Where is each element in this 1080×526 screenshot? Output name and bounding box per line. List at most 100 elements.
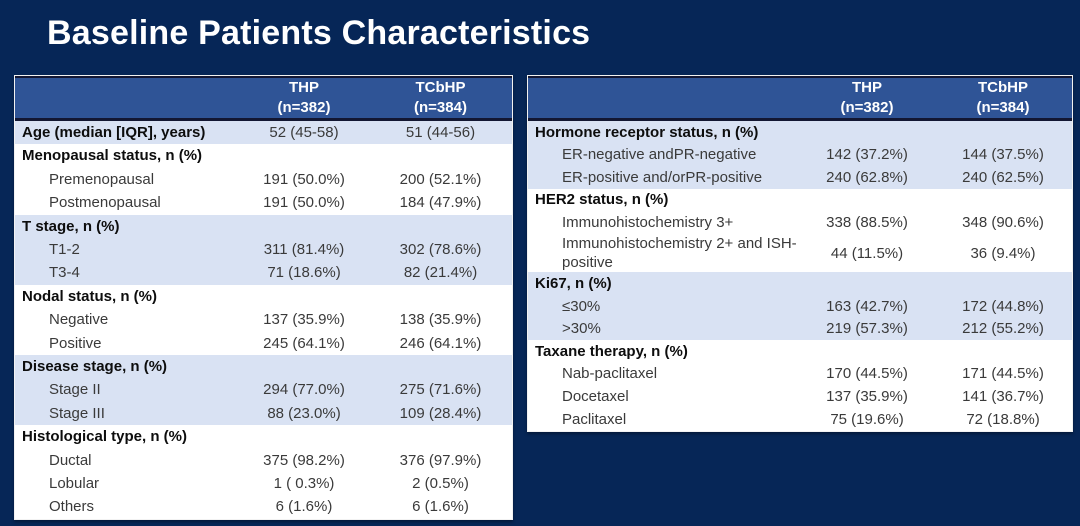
thp-value: [239, 355, 369, 378]
row-category-label: Histological type, n (%): [22, 428, 188, 446]
row-category-label: Age (median [IQR], years): [22, 124, 206, 142]
tcbhp-value: 184 (47.9%): [399, 194, 482, 212]
tcbhp-value: 36 (9.4%): [970, 244, 1036, 262]
tcbhp-value: 51 (44-56): [405, 124, 476, 142]
thp-value: [800, 189, 934, 212]
thp-value: 338 (88.5%): [826, 214, 908, 232]
thp-value: [239, 285, 369, 308]
thp-value: 294 (77.0%): [263, 381, 345, 399]
row-item-label: Nab-paclitaxel: [562, 365, 658, 383]
row-item-label: ER-positive and/orPR-positive: [562, 168, 763, 186]
row-item-label: Postmenopausal: [49, 194, 161, 212]
tcbhp-value: [369, 355, 512, 378]
row-item-label: T1-2: [49, 241, 80, 259]
thp-value: 240 (62.8%): [826, 168, 908, 186]
thp-value: 375 (98.2%): [263, 451, 345, 469]
row-item-label: Positive: [49, 334, 102, 352]
thp-value: [800, 272, 934, 295]
thp-value: 142 (37.2%): [826, 146, 908, 164]
column-header-tcbhp: TCbHP (n=384): [369, 76, 512, 121]
row-item-label: Negative: [49, 311, 109, 329]
row-category-label: Disease stage, n (%): [22, 358, 168, 375]
row-category-label: Ki67, n (%): [535, 275, 612, 293]
table-row: Stage II 294 (77.0%) 275 (71.6%): [15, 378, 512, 402]
thp-value: 170 (44.5%): [826, 365, 908, 383]
tcbhp-value: 302 (78.6%): [399, 241, 482, 259]
thp-value: 44 (11.5%): [830, 244, 904, 262]
row-category-label: Menopausal status, n (%): [22, 147, 203, 165]
row-item-label: >30%: [562, 320, 601, 338]
tcbhp-value: [934, 272, 1072, 295]
thp-value: 71 (18.6%): [267, 264, 341, 282]
thp-value: [800, 340, 934, 363]
row-item-label: Immunohistochemistry 3+: [562, 214, 734, 232]
thp-value: 219 (57.3%): [826, 320, 908, 338]
tcbhp-value: 82 (21.4%): [403, 264, 478, 282]
table-row: ≤30% 163 (42.7%) 172 (44.8%): [528, 294, 1072, 318]
tcbhp-value: 2 (0.5%): [412, 474, 469, 492]
table-row: Postmenopausal 191 (50.0%) 184 (47.9%): [15, 191, 512, 215]
tcbhp-value: 246 (64.1%): [399, 334, 482, 352]
table-row: HER2 status, n (%): [528, 188, 1072, 212]
tables-container: THP (n=382) TCbHP (n=384) Age (median [IQR],…: [14, 75, 1073, 520]
row-item-label: ≤30%: [562, 297, 601, 315]
tcbhp-value: [369, 215, 512, 238]
table-row: Histological type, n (%): [15, 425, 512, 449]
tcbhp-value: 138 (35.9%): [399, 311, 482, 329]
column-header-tcbhp: TCbHP (n=384): [934, 76, 1072, 121]
table-row: Ki67, n (%): [528, 272, 1072, 295]
thp-value: 163 (42.7%): [826, 297, 908, 315]
tcbhp-value: 200 (52.1%): [399, 170, 482, 188]
row-category-label: Hormone receptor status, n (%): [535, 123, 759, 141]
row-category-label: Nodal status, n (%): [22, 287, 158, 305]
table-row: >30% 219 (57.3%) 212 (55.2%): [528, 317, 1072, 341]
thp-value: 191 (50.0%): [263, 170, 345, 188]
row-item-label: Paclitaxel: [562, 410, 627, 428]
table-row: ER-positive and/orPR-positive 240 (62.8%)…: [528, 166, 1072, 189]
table-row: Positive 245 (64.1%) 246 (64.1%): [15, 331, 512, 355]
thp-value: 88 (23.0%): [267, 404, 341, 422]
tcbhp-value: 376 (97.9%): [399, 451, 482, 469]
table-header-row: THP (n=382) TCbHP (n=384): [15, 76, 512, 121]
thp-value: [239, 144, 369, 167]
tcbhp-value: 141 (36.7%): [962, 388, 1044, 406]
thp-value: 137 (35.9%): [263, 311, 345, 329]
thp-value: [800, 121, 934, 144]
tcbhp-value: 144 (37.5%): [962, 146, 1044, 164]
table-row: Nab-paclitaxel 170 (44.5%) 171 (44.5%): [528, 362, 1072, 386]
table-row: Stage III 88 (23.0%) 109 (28.4%): [15, 401, 512, 426]
table-row: Negative 137 (35.9%) 138 (35.9%): [15, 308, 512, 332]
tcbhp-value: [934, 121, 1072, 144]
row-item-label: Others: [49, 498, 95, 516]
baseline-table-left: THP (n=382) TCbHP (n=384) Age (median [IQR],…: [14, 75, 513, 520]
column-header-thp: THP (n=382): [800, 76, 934, 121]
tcbhp-value: [934, 189, 1072, 212]
row-item-label: Immunohistochemistry 2+ and ISH-positive: [562, 234, 797, 272]
table-row: Docetaxel 137 (35.9%) 141 (36.7%): [528, 385, 1072, 408]
page-title: Baseline Patients Characteristics: [47, 14, 591, 52]
row-item-label: Premenopausal: [49, 170, 155, 188]
row-item-label: T3-4: [49, 264, 80, 282]
table-row: Lobular 1 ( 0.3%) 2 (0.5%): [15, 471, 512, 496]
table-row: Disease stage, n (%): [15, 354, 512, 379]
baseline-table-right: THP (n=382) TCbHP (n=384) Hormone receptor s…: [527, 75, 1073, 432]
thp-value: [239, 425, 369, 448]
table-row: Immunohistochemistry 3+ 338 (88.5%) 348 (9…: [528, 211, 1072, 234]
thp-value: 1 ( 0.3%): [273, 474, 335, 492]
row-item-label: Lobular: [49, 474, 100, 492]
table-row: Premenopausal 191 (50.0%) 200 (52.1%): [15, 167, 512, 192]
row-item-label: Ductal: [49, 451, 92, 469]
table-row: ER-negative andPR-negative 142 (37.2%) 144…: [528, 143, 1072, 167]
tcbhp-value: 240 (62.5%): [962, 168, 1044, 186]
row-category-label: T stage, n (%): [22, 217, 120, 235]
table-row: Nodal status, n (%): [15, 284, 512, 309]
tcbhp-value: 6 (1.6%): [412, 498, 469, 516]
tcbhp-value: [369, 144, 512, 167]
table-row: T1-2 311 (81.4%) 302 (78.6%): [15, 237, 512, 262]
thp-value: 137 (35.9%): [826, 388, 908, 406]
tcbhp-value: 275 (71.6%): [399, 381, 482, 399]
column-header-thp: THP (n=382): [239, 76, 369, 121]
table-row: Ductal 375 (98.2%) 376 (97.9%): [15, 448, 512, 472]
tcbhp-value: 171 (44.5%): [962, 365, 1044, 383]
